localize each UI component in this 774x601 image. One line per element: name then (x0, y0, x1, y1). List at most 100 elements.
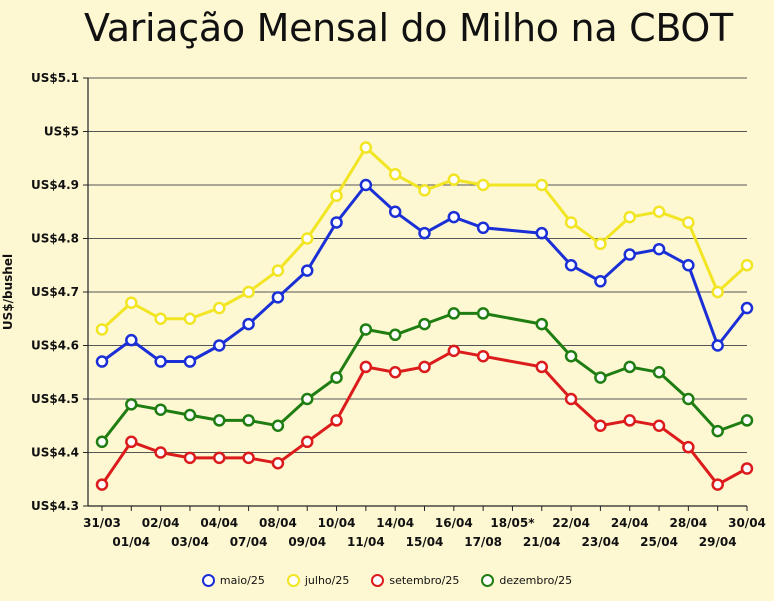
x-tick-label: 22/04 (552, 516, 590, 530)
series-line (101, 183, 749, 363)
x-tick-label: 14/04 (376, 516, 414, 530)
data-point (535, 317, 549, 331)
y-tick-label: US$5.1 (31, 71, 79, 85)
y-tick-label: US$4.4 (31, 446, 79, 460)
x-tick-label: 17/08 (464, 535, 502, 549)
legend-marker-icon (286, 574, 300, 587)
x-tick-label: 11/04 (347, 535, 385, 549)
data-point (125, 296, 138, 309)
legend-marker-icon (201, 574, 215, 587)
data-point (95, 435, 109, 449)
data-point (594, 237, 607, 251)
y-tick-label: US$4.7 (31, 285, 79, 299)
y-tick-label: US$5 (44, 125, 79, 139)
data-point (242, 451, 255, 465)
legend-marker-icon (481, 574, 495, 587)
chart-title: Variação Mensal do Milho na CBOT (84, 6, 733, 50)
data-point (271, 291, 285, 304)
data-point (476, 178, 490, 192)
data-point (359, 178, 373, 192)
data-point (652, 366, 666, 379)
data-point (242, 414, 255, 427)
data-point (95, 478, 109, 491)
data-point (154, 446, 167, 459)
data-point (476, 349, 490, 363)
data-point (535, 178, 549, 192)
data-point (418, 317, 431, 331)
x-tick-label: 29/04 (699, 535, 737, 549)
x-tick-label: 10/04 (318, 516, 356, 530)
legend-item: setembro/25 (371, 574, 459, 587)
data-point (388, 205, 402, 218)
x-tick-label: 30/04 (728, 516, 766, 530)
axes-layer: US$4.3 US$4.4 US$4.5 US$4.6 US$4.7 US$4.8 US$4… (31, 71, 766, 549)
y-tick-label: US$4.9 (31, 178, 79, 192)
data-point (740, 462, 754, 475)
data-point (300, 392, 314, 406)
legend-item: dezembro/25 (481, 574, 572, 587)
legend-label: setembro/25 (389, 574, 460, 587)
series-line (100, 311, 748, 443)
data-point (594, 419, 607, 432)
data-point (242, 285, 255, 299)
data-point (388, 366, 402, 379)
data-point (535, 360, 549, 374)
series-line (100, 349, 748, 487)
series-layer (95, 141, 754, 491)
data-point (418, 226, 431, 240)
data-point (213, 301, 226, 315)
data-point (154, 355, 167, 368)
data-point (183, 355, 197, 368)
data-point (213, 451, 226, 465)
legend-label: julho/25 (304, 574, 350, 587)
data-point (95, 355, 109, 368)
data-point (623, 414, 636, 427)
data-point (594, 371, 607, 384)
data-point (476, 221, 490, 235)
data-point (125, 398, 138, 411)
data-point (95, 323, 109, 336)
x-tick-label: 04/04 (200, 516, 238, 530)
legend-item: julho/25 (286, 574, 350, 587)
data-point (388, 328, 402, 342)
data-point (564, 259, 578, 272)
legend-label: dezembro/25 (499, 574, 573, 587)
data-point (740, 414, 754, 427)
x-tick-label: 16/04 (435, 516, 473, 530)
data-point (740, 301, 754, 315)
x-tick-label: 23/04 (582, 535, 620, 549)
y-tick-label: US$4.5 (31, 392, 79, 406)
data-point (682, 259, 695, 272)
data-point (154, 403, 167, 416)
data-point (623, 210, 636, 224)
data-point (564, 349, 578, 363)
data-point (447, 173, 461, 186)
data-point (183, 312, 197, 325)
data-point (447, 344, 461, 358)
data-point (213, 414, 226, 427)
x-tick-label: 02/04 (142, 516, 180, 530)
data-point (418, 360, 431, 374)
x-tick-label: 15/04 (406, 535, 444, 549)
data-point (271, 456, 285, 470)
data-point (359, 360, 373, 374)
data-point (711, 339, 724, 352)
data-point (213, 339, 226, 352)
data-point (330, 216, 343, 229)
x-tick-label: 28/04 (669, 516, 707, 530)
data-point (271, 419, 285, 432)
y-tick-label: US$4.3 (31, 499, 79, 513)
data-point (447, 307, 461, 320)
data-point (594, 275, 607, 288)
data-point (300, 435, 314, 449)
x-tick-label: 03/04 (171, 535, 209, 549)
data-point (330, 371, 343, 384)
legend-item: maio/25 (201, 574, 265, 587)
data-point (359, 141, 373, 154)
data-point (682, 392, 695, 406)
data-point (652, 419, 666, 432)
x-tick-label: 31/03 (83, 516, 121, 530)
data-point (564, 392, 578, 406)
data-point (564, 216, 578, 229)
legend-label: maio/25 (219, 574, 265, 587)
